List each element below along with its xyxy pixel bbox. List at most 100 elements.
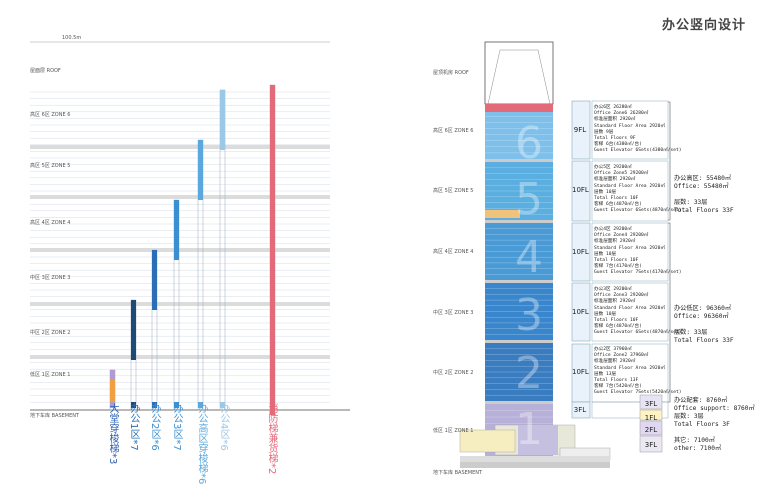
zone-number-6: 6	[515, 118, 543, 169]
zone-floors-1: 3FL	[573, 406, 587, 414]
zone-floor-box	[571, 401, 591, 419]
podium-box-2fl	[639, 420, 663, 436]
elevator-label-5: 办公高区穿梭梯*6	[196, 403, 207, 485]
podium-floor-3fl: 3FL	[644, 441, 658, 449]
elevator-shaft-low	[110, 380, 115, 402]
zone-floor-box	[571, 100, 591, 160]
zone-info-box	[591, 160, 669, 222]
zone-label-6: 高区 6区 ZONE 6	[30, 112, 71, 118]
elevator-shaft-lobby	[131, 402, 136, 408]
zone-info-box	[591, 222, 669, 282]
summary-high: 办公高区: 55480㎡ Office: 55480㎡ 层数: 33层 Tota…	[674, 175, 734, 214]
tower-crown	[484, 41, 554, 105]
zone-floor-box	[571, 160, 591, 222]
refuge-band	[30, 355, 330, 359]
zone-info-box	[591, 282, 669, 342]
basement-2	[460, 462, 610, 468]
tower-refuge-floor	[485, 280, 553, 283]
zone-floors-4: 10FL	[572, 248, 589, 256]
zone-floors-6: 9FL	[573, 126, 587, 134]
zone-number-5: 5	[515, 174, 543, 225]
elevator-shaft-lobby	[174, 402, 179, 408]
zone-floors-2: 10FL	[572, 368, 589, 376]
tower-roof-label: 屋顶机房 ROOF	[433, 70, 469, 76]
fire-elevator-shaft	[270, 85, 275, 415]
elevator-shaft-active	[220, 90, 225, 150]
roof-label: 屋面层 ROOF	[30, 68, 61, 74]
elevator-shaft-lobby	[198, 402, 203, 408]
summary-mid: 办公低区: 96360㎡ Office: 96360㎡ 层数: 33层 Tota…	[674, 305, 734, 344]
tower-refuge-floor	[485, 401, 553, 404]
tower-refuge-floor	[485, 340, 553, 343]
refuge-band	[30, 145, 330, 149]
elevator-label-6: 办公4区*6	[218, 403, 229, 451]
elevator-section-svg	[30, 41, 350, 416]
podium-box-1fl	[639, 409, 663, 421]
elevator-shaft-active	[152, 250, 157, 310]
podium-box-3fl	[639, 435, 663, 453]
tower-section-svg	[459, 41, 671, 468]
crown-outline	[487, 49, 551, 105]
tower-refuge-floor	[485, 159, 553, 162]
elevator-shaft-lobby	[220, 402, 225, 408]
refuge-band	[30, 248, 330, 252]
tower-orange-floor	[485, 210, 520, 218]
zone-info-4: 办公4区 29200㎡ Office Zone4 29200㎡ 标准层面积 29…	[594, 227, 682, 276]
zone-number-3: 3	[515, 290, 543, 341]
zone-number-1: 1	[515, 404, 543, 455]
elevator-label-4: 办公3区*7	[171, 403, 182, 451]
podium-floor-2fl: 2FL	[644, 426, 658, 434]
elevator-shaft-active	[198, 140, 203, 200]
summary-support: 办公配套: 8760㎡ Office support: 8760㎡ 层数: 3层…	[674, 397, 755, 452]
zone-info-2: 办公2区 37960㎡ Office Zone2 37960㎡ 标准层面积 29…	[594, 347, 682, 396]
tower-top-mech	[485, 104, 553, 112]
top-level-label: 100.5m	[62, 35, 82, 41]
elevator-shaft-lobby	[110, 402, 115, 408]
basement-1	[460, 456, 610, 462]
zone-label-3: 中区 3区 ZONE 3	[30, 275, 71, 281]
zone-floor-box	[571, 282, 591, 342]
zone-number-2: 2	[515, 348, 543, 399]
podium-yellow	[459, 429, 516, 453]
zone-label-4: 高区 4区 ZONE 4	[30, 220, 71, 226]
refuge-band	[30, 195, 330, 199]
tower-zone-label-2: 中区 2区 ZONE 2	[433, 370, 474, 376]
mid-bracket	[668, 222, 671, 403]
tower-zone-label-5: 高区 5区 ZONE 5	[433, 188, 474, 194]
zone-label-1: 低区 1区 ZONE 1	[30, 372, 71, 378]
zone-info-box	[591, 401, 669, 419]
elevator-label-3: 办公2区*6	[149, 403, 160, 451]
zone-info-6: 办公6区 26280㎡ Office Zone6 26280㎡ 标准层面积 29…	[594, 105, 682, 154]
tower-zone-label-3: 中区 3区 ZONE 3	[433, 310, 474, 316]
podium-box-3fl-top	[639, 394, 663, 410]
elevator-label-2: 办公1区*7	[128, 403, 139, 451]
zone-info-3: 办公3区 29200㎡ Office Zone3 29200㎡ 标准层面积 29…	[594, 287, 682, 336]
tower-zone-label-6: 高区 6区 ZONE 6	[433, 128, 474, 134]
tower-zone-label-4: 高区 4区 ZONE 4	[433, 249, 474, 255]
zone-number-4: 4	[515, 232, 543, 283]
tower-zone-label-1: 低区 1区 ZONE 1	[433, 428, 474, 434]
zone-floors-3: 10FL	[572, 308, 589, 316]
high-bracket	[668, 101, 671, 221]
zone-label-5: 高区 5区 ZONE 5	[30, 163, 71, 169]
podium-floor-1fl: 1FL	[644, 414, 658, 422]
refuge-band	[30, 302, 330, 306]
zone-info-box	[591, 100, 669, 160]
elevator-section-diagram: 100.5m 屋面层 ROOF 高区 6区 ZONE 6 高区 5区 ZONE …	[30, 30, 360, 470]
zone-info-5: 办公5区 29200㎡ Office Zone5 29200㎡ 标准层面积 29…	[594, 165, 682, 214]
tower-refuge-floor	[485, 220, 553, 223]
elevator-shaft-active	[174, 200, 179, 260]
page-title: 办公竖向设计	[661, 18, 746, 33]
elevator-label-7: 消防梯兼货梯*2	[266, 403, 277, 475]
zone-label-2: 中区 2区 ZONE 2	[30, 330, 71, 336]
basement-label: 地下车库 BASEMENT	[30, 413, 80, 419]
podium-lobby	[518, 425, 558, 455]
zone-floors-5: 10FL	[572, 186, 589, 194]
elevator-shaft-active	[131, 300, 136, 360]
elevator-label-1: 大堂穿梭梯*3	[107, 403, 118, 465]
tower-basement-label: 地下车库 BASEMENT	[433, 470, 483, 476]
podium-floor-3fl-top: 3FL	[644, 400, 658, 408]
elevator-shaft-lobby	[152, 402, 157, 408]
zone-floor-box	[571, 222, 591, 282]
tower-zone-6	[485, 104, 553, 159]
